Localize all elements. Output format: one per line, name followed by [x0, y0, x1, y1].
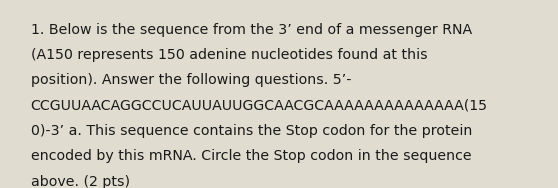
Text: position). Answer the following questions. 5’-: position). Answer the following question…	[31, 73, 351, 87]
Text: encoded by this mRNA. Circle the Stop codon in the sequence: encoded by this mRNA. Circle the Stop co…	[31, 149, 472, 163]
Text: CCGUUAACAGGCCUCAUUAUUGGCAACGCAAAAAAAAAAAAAA(15: CCGUUAACAGGCCUCAUUAUUGGCAACGCAAAAAAAAAAA…	[31, 99, 488, 113]
Text: 0)-3’ a. This sequence contains the Stop codon for the protein: 0)-3’ a. This sequence contains the Stop…	[31, 124, 472, 138]
Text: above. (2 pts): above. (2 pts)	[31, 175, 129, 188]
Text: (A150 represents 150 adenine nucleotides found at this: (A150 represents 150 adenine nucleotides…	[31, 48, 427, 62]
Text: 1. Below is the sequence from the 3’ end of a messenger RNA: 1. Below is the sequence from the 3’ end…	[31, 23, 472, 36]
